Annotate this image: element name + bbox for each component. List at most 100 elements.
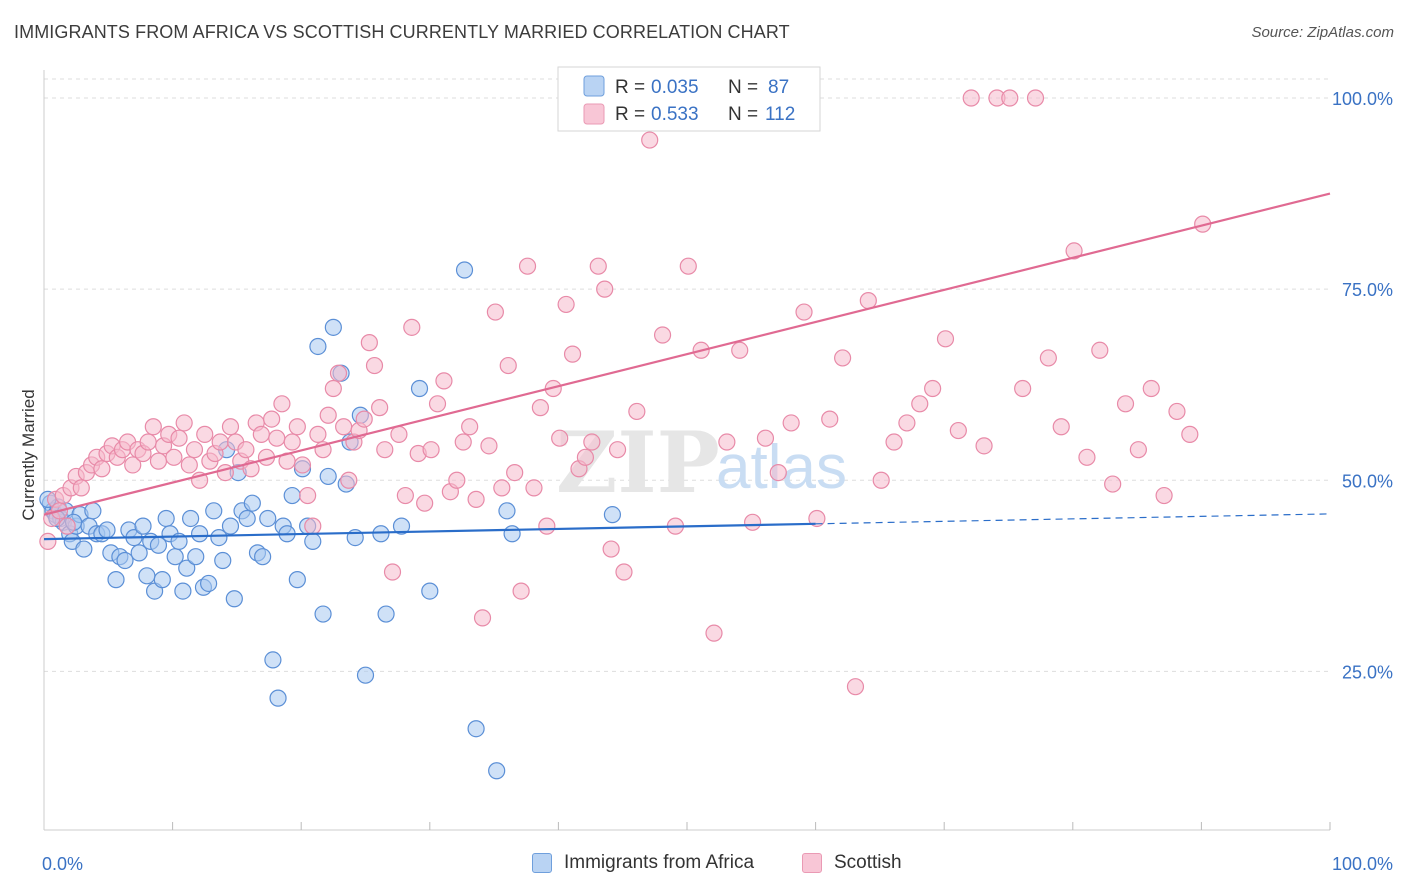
data-point (174, 582, 192, 600)
data-point (1142, 379, 1160, 398)
data-point (499, 356, 517, 375)
data-point (467, 720, 485, 738)
data-point (518, 257, 537, 275)
grid-layer (44, 78, 1330, 672)
data-point (182, 509, 200, 528)
data-point (390, 425, 408, 443)
data-point (360, 334, 378, 352)
data-point (178, 559, 196, 577)
data-point (653, 326, 672, 344)
data-point (372, 525, 390, 543)
data-point (264, 651, 282, 669)
data-point (846, 678, 865, 696)
data-point (885, 433, 903, 451)
data-point (512, 582, 530, 600)
x-tick-label: 100.0% (1332, 854, 1393, 874)
data-point (268, 429, 286, 447)
data-point (898, 414, 916, 432)
data-point (304, 517, 322, 535)
trend-line-scottish (43, 192, 1331, 516)
legend-swatch-blue (583, 75, 605, 97)
legend-n-value-2: 112 (765, 104, 795, 125)
data-point (538, 517, 556, 535)
data-point (144, 418, 162, 436)
data-point (480, 437, 498, 455)
legend-top: R = 0.035 N = 87 R = 0.533 N = 112 (557, 66, 821, 132)
data-point (309, 425, 327, 443)
data-point (448, 471, 466, 489)
legend-item-scottish[interactable]: Scottish (802, 852, 902, 874)
legend-r-label-2: R = (615, 104, 645, 125)
data-point (410, 379, 429, 398)
data-point (911, 395, 929, 413)
data-point (165, 448, 183, 466)
data-point (576, 448, 595, 466)
data-point (175, 414, 193, 432)
legend-r-value-2: 0.533 (651, 104, 699, 125)
data-point (225, 590, 243, 608)
data-point (563, 345, 582, 363)
data-point (93, 460, 111, 478)
data-point (293, 456, 312, 474)
data-point (975, 437, 993, 455)
legend-bottom: Immigrants from Africa Scottish (0, 852, 1406, 878)
data-point (134, 517, 152, 535)
legend-swatch-pink (583, 103, 605, 125)
data-point (309, 337, 327, 356)
data-point (1168, 402, 1186, 421)
data-point (679, 257, 697, 275)
data-point (319, 406, 337, 424)
data-point (455, 261, 474, 279)
data-point (808, 509, 826, 528)
data-point (376, 441, 394, 459)
data-point (525, 479, 543, 497)
data-point (107, 571, 125, 589)
data-point (237, 441, 255, 459)
data-point (422, 441, 440, 459)
data-point (1155, 486, 1173, 505)
data-point (583, 433, 601, 451)
data-point (705, 624, 723, 642)
x-tick-labels: 0.0% 100.0% (42, 854, 1393, 874)
data-point (962, 89, 980, 107)
data-point (340, 471, 358, 489)
data-point (924, 379, 942, 398)
data-point (180, 456, 198, 474)
data-point (200, 574, 218, 593)
data-point (259, 509, 277, 528)
y-tick-label: 25.0% (1342, 662, 1393, 682)
legend-label-scottish: Scottish (834, 852, 902, 873)
data-point (1001, 89, 1019, 107)
data-point (139, 433, 157, 451)
data-point (383, 563, 402, 581)
data-point (718, 433, 736, 451)
trend-lines (43, 192, 1331, 541)
data-point (1065, 242, 1083, 260)
data-point (196, 425, 214, 443)
data-point (1104, 475, 1122, 493)
data-point (210, 528, 228, 547)
data-point (288, 571, 306, 589)
series-scottish (39, 89, 1212, 696)
legend-item-immigrants[interactable]: Immigrants from Africa (532, 852, 754, 874)
data-point (98, 521, 116, 539)
data-point (1052, 418, 1070, 436)
data-point (254, 548, 272, 566)
data-point (531, 399, 549, 417)
data-point (149, 452, 168, 470)
data-point (377, 605, 395, 623)
y-tick-label: 100.0% (1332, 89, 1393, 109)
data-point (821, 410, 839, 428)
trend-line-immigrants (43, 522, 816, 541)
x-tick-label: 0.0% (42, 854, 83, 874)
data-point (731, 341, 749, 359)
data-point (428, 395, 447, 413)
legend-label-immigrants: Immigrants from Africa (564, 852, 755, 873)
data-point (1078, 448, 1096, 466)
data-point (263, 410, 281, 428)
data-point (467, 490, 485, 508)
data-point (324, 318, 342, 336)
data-point (329, 364, 348, 382)
data-point (795, 303, 813, 321)
